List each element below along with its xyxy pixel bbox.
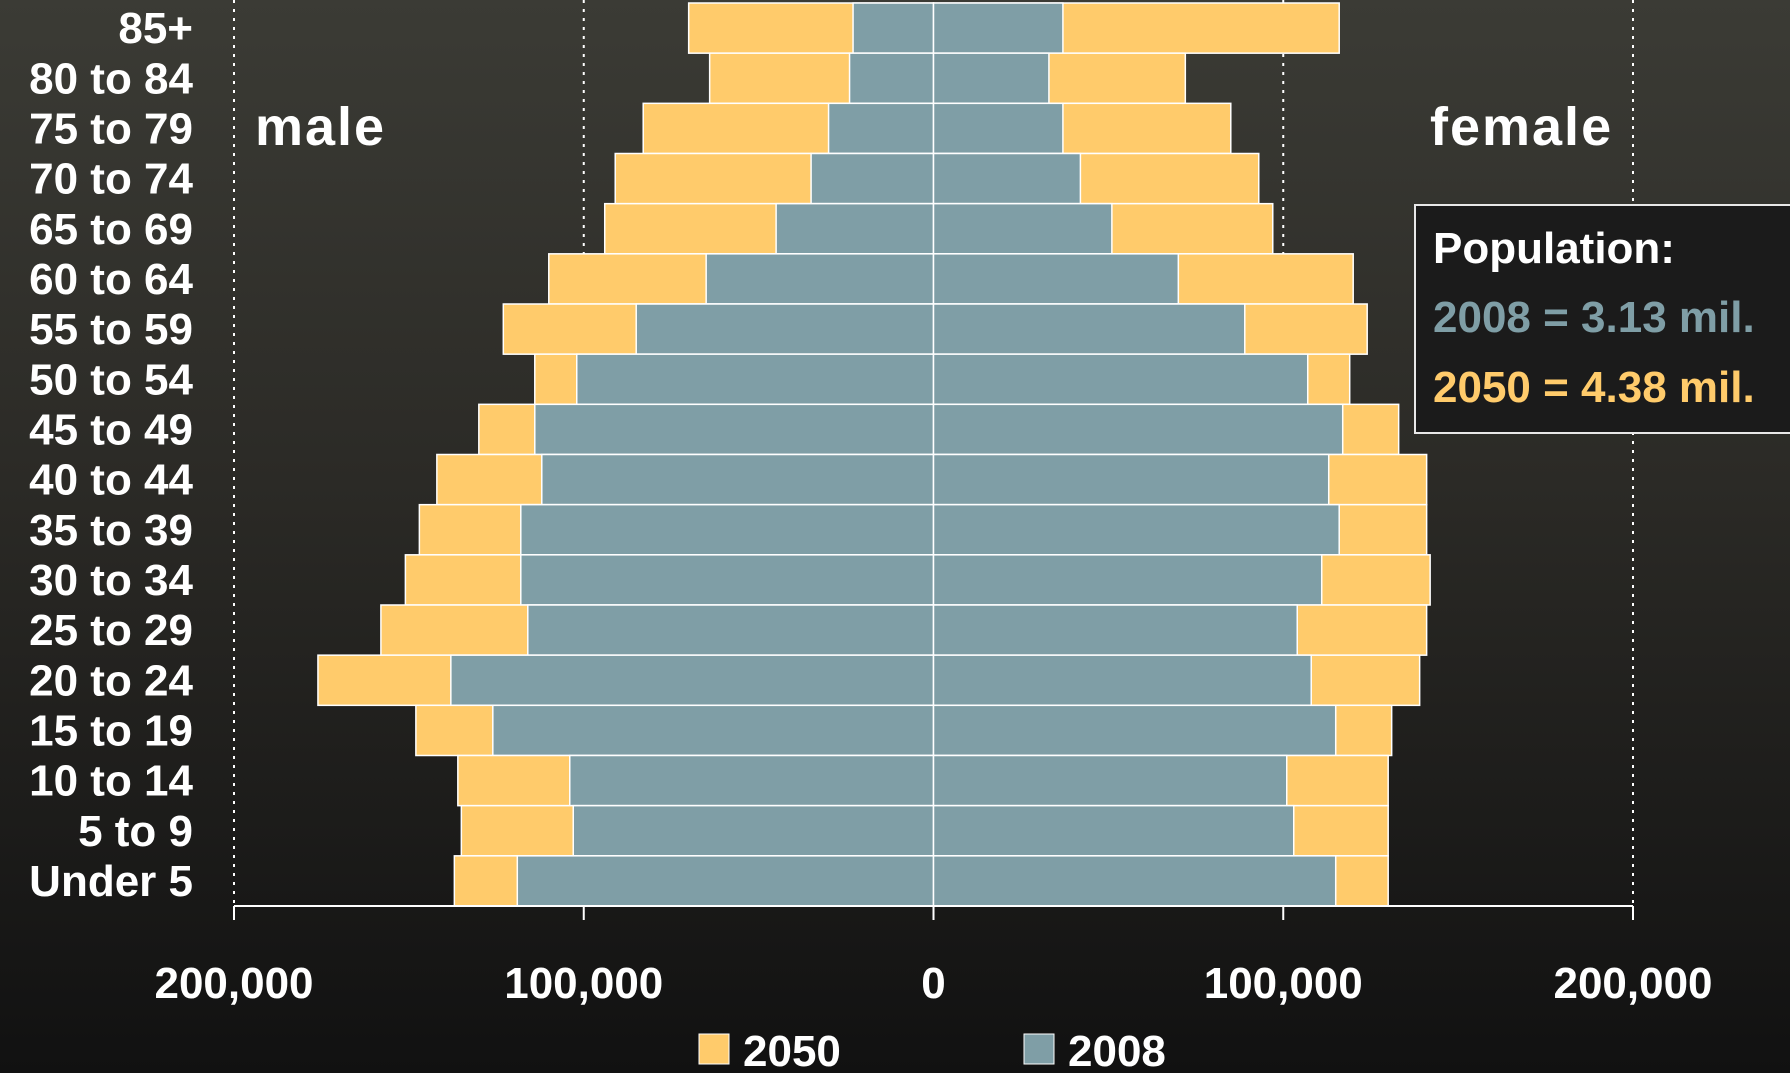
bar-2008-male [827,102,935,155]
bar-2008-female [932,704,1337,757]
legend-swatch-2050 [698,1033,730,1065]
bar-2008-female [932,52,1050,105]
age-group-label: 70 to 74 [29,155,193,204]
bar-2008-male [569,754,935,807]
bar-2008-female [932,604,1298,656]
bar-2008-female [932,554,1323,606]
age-group-label: 20 to 24 [29,656,193,705]
age-group-label: 15 to 19 [29,706,193,755]
bar-2008-female [932,403,1344,456]
bar-2008-male [516,855,935,907]
x-axis: 200,000 100,000 0 100,000 200,000 [154,905,1713,1008]
bar-2008-female [932,2,1064,54]
bars [317,2,1431,907]
bar-2008-male [576,353,935,406]
x-tick-label: 100,000 [504,959,663,1008]
bar-2008-male [572,804,935,857]
bar-2008-female [932,102,1064,155]
female-label: female [1430,97,1613,157]
bar-2008-male [450,654,935,707]
bar-2008-male [705,253,935,305]
legend-swatch-2008 [1023,1033,1055,1065]
bar-2008-female [932,804,1295,857]
x-tick-label: 100,000 [1204,959,1363,1008]
info-box-line-2050: 2050 = 4.38 mil. [1433,363,1755,412]
age-group-label: 50 to 54 [29,355,193,404]
bar-2008-female [932,754,1288,807]
age-group-label: 30 to 34 [29,556,193,605]
male-label: male [255,97,386,157]
bar-2008-female [932,453,1330,506]
bar-2008-male [534,403,935,456]
bar-2008-male [852,2,935,54]
age-group-label: 35 to 39 [29,506,193,555]
age-group-label: 5 to 9 [78,807,193,856]
age-group-label: 10 to 14 [29,757,193,806]
bar-2008-male [520,503,935,556]
bar-2008-male [492,704,935,757]
bar-2008-male [635,303,935,355]
age-group-label: 85+ [118,4,193,53]
bar-2008-female [932,152,1082,205]
bar-2008-male [527,604,935,656]
info-box-title: Population: [1433,224,1675,273]
age-group-label: 55 to 59 [29,305,193,354]
bar-2008-female [932,503,1340,556]
age-group-label: 75 to 79 [29,104,193,153]
bar-2008-male [775,202,935,255]
age-group-label: Under 5 [29,857,193,906]
x-tick-label: 200,000 [1553,959,1712,1008]
bar-2008-female [932,253,1180,305]
age-group-label: 45 to 49 [29,405,193,454]
bar-2008-male [848,52,935,105]
bar-2008-female [932,202,1113,255]
bar-2008-male [541,453,935,506]
legend: 2050 2008 [698,1027,1166,1073]
age-group-label: 25 to 29 [29,606,193,655]
bar-2008-female [932,303,1246,355]
info-box-background [1414,204,1790,434]
legend-label-2050: 2050 [743,1027,841,1073]
info-box-line-2008: 2008 = 3.13 mil. [1433,293,1755,342]
x-tick-label: 0 [921,959,945,1008]
info-box: Population: 2008 = 3.13 mil. 2050 = 4.38… [1414,204,1790,434]
legend-label-2008: 2008 [1068,1027,1166,1073]
bar-2008-female [932,855,1337,907]
age-group-label: 60 to 64 [29,255,193,304]
x-tick-label: 200,000 [154,959,313,1008]
age-group-label: 65 to 69 [29,205,193,254]
bar-2008-male [810,152,935,205]
bar-2008-male [520,554,935,606]
bar-2008-female [932,353,1309,406]
bar-2008-female [932,654,1312,707]
age-group-label: 40 to 44 [29,456,193,505]
age-group-label: 80 to 84 [29,54,193,103]
